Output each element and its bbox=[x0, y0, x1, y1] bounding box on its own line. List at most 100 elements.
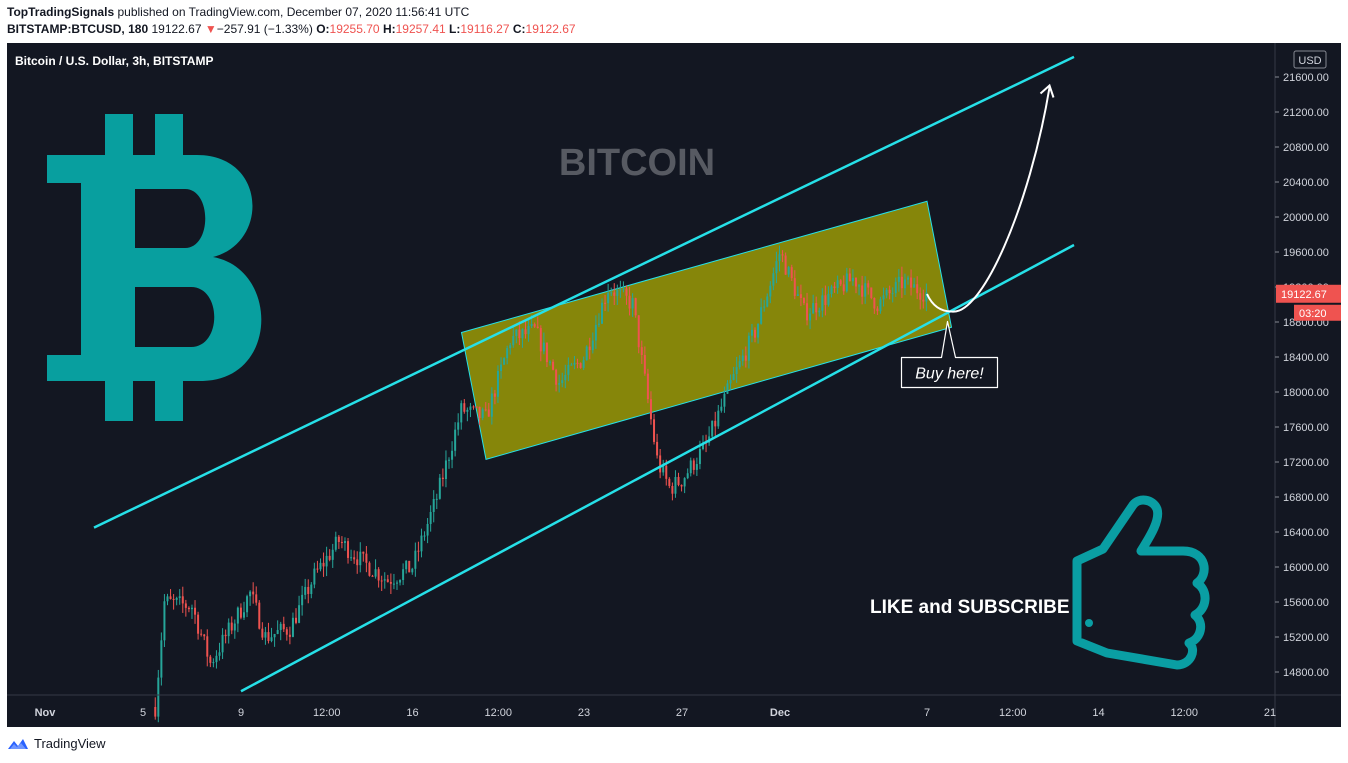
candle-body bbox=[784, 255, 787, 275]
candle-body bbox=[438, 477, 441, 499]
candle-body bbox=[377, 569, 380, 581]
callout-box[interactable] bbox=[900, 320, 999, 389]
x-tick-label: Dec bbox=[770, 707, 790, 719]
candle-body bbox=[224, 634, 227, 637]
candle-body bbox=[227, 622, 230, 637]
candle-body bbox=[876, 308, 879, 312]
candle-body bbox=[726, 383, 729, 394]
candle-body bbox=[157, 677, 160, 717]
candle-body bbox=[827, 293, 830, 305]
candle-body bbox=[160, 640, 163, 678]
chart-canvas[interactable]: BITCOIN Buy here! LIKE and SUBSCRIBE Bitc… bbox=[7, 43, 1341, 727]
candle-body bbox=[634, 298, 637, 316]
candle-body bbox=[414, 550, 417, 569]
candle-body bbox=[888, 289, 891, 294]
candle-body bbox=[854, 277, 857, 287]
candle-body bbox=[273, 633, 276, 638]
candle-body bbox=[184, 603, 187, 608]
candle-body bbox=[839, 280, 842, 285]
candle-body bbox=[365, 553, 368, 563]
candle-body bbox=[778, 254, 781, 262]
candle-body bbox=[175, 598, 178, 600]
candle-body bbox=[744, 355, 747, 361]
candle-body bbox=[374, 569, 377, 577]
candle-body bbox=[282, 623, 285, 630]
candle-body bbox=[512, 336, 515, 346]
candle-body bbox=[790, 267, 793, 279]
candle-body bbox=[242, 612, 245, 618]
candle-body bbox=[356, 559, 359, 566]
candle-body bbox=[763, 306, 766, 308]
candle-body bbox=[735, 367, 738, 375]
candle-body bbox=[454, 429, 457, 451]
candle-body bbox=[252, 591, 255, 595]
x-tick-label: 12:00 bbox=[999, 707, 1027, 719]
candle-body bbox=[548, 361, 551, 363]
candle-body bbox=[368, 562, 371, 576]
currency-button[interactable] bbox=[1293, 50, 1327, 69]
thumbs-up-icon[interactable] bbox=[1072, 495, 1210, 670]
consolidation-rectangle[interactable] bbox=[460, 200, 953, 461]
candle-body bbox=[781, 254, 784, 256]
candle-body bbox=[304, 586, 307, 595]
y-tick-label: 20000.00 bbox=[1283, 212, 1329, 224]
candle-body bbox=[539, 328, 542, 352]
candle-body bbox=[564, 374, 567, 381]
footer-brand[interactable]: TradingView bbox=[7, 736, 106, 751]
candle-body bbox=[233, 623, 236, 631]
candle-body bbox=[793, 278, 796, 296]
channel-upper-line[interactable] bbox=[93, 55, 1075, 529]
candle-body bbox=[610, 292, 613, 294]
candle-body bbox=[809, 313, 812, 321]
candle-body bbox=[429, 511, 432, 524]
candle-body bbox=[212, 662, 215, 664]
projection-arrow[interactable] bbox=[926, 87, 1051, 313]
channel-lower-line[interactable] bbox=[240, 243, 1075, 693]
footer-brand-label: TradingView bbox=[34, 736, 106, 751]
candle-body bbox=[907, 277, 910, 280]
candle-body bbox=[347, 541, 350, 558]
candle-body bbox=[873, 297, 876, 309]
x-tick-label: 5 bbox=[140, 707, 146, 719]
candle-body bbox=[258, 602, 261, 629]
candle-body bbox=[172, 598, 175, 600]
candle-body bbox=[389, 581, 392, 584]
candle-body bbox=[408, 560, 411, 573]
candle-body bbox=[441, 477, 444, 479]
symbol-label: BITSTAMP:BTCUSD, 180 bbox=[7, 22, 149, 36]
candle-body bbox=[570, 364, 573, 366]
candle-body bbox=[481, 409, 484, 418]
publisher-name[interactable]: TopTradingSignals bbox=[7, 5, 115, 19]
candle-body bbox=[166, 596, 169, 602]
x-tick-label: 23 bbox=[578, 707, 590, 719]
candle-body bbox=[457, 422, 460, 430]
projection-arrowhead bbox=[1039, 83, 1055, 98]
x-tick-label: 12:00 bbox=[484, 707, 512, 719]
candle-body bbox=[686, 473, 689, 479]
candle-body bbox=[301, 594, 304, 606]
candle-body bbox=[802, 298, 805, 304]
candle-body bbox=[750, 329, 753, 336]
candle-body bbox=[493, 393, 496, 397]
x-tick-label: 12:00 bbox=[313, 707, 341, 719]
candle-body bbox=[475, 406, 478, 408]
candle-body bbox=[754, 329, 757, 338]
candle-body bbox=[313, 568, 316, 585]
x-tick-label: Nov bbox=[35, 707, 57, 719]
candle-body bbox=[573, 362, 576, 365]
candle-body bbox=[714, 420, 717, 427]
chart-pane[interactable]: BITCOIN Buy here! LIKE and SUBSCRIBE Bitc… bbox=[7, 43, 1341, 727]
chart-header: TopTradingSignals published on TradingVi… bbox=[7, 4, 576, 38]
candle-body bbox=[533, 324, 536, 327]
candle-body bbox=[444, 460, 447, 479]
candle-body bbox=[386, 579, 389, 582]
candle-body bbox=[594, 324, 597, 341]
y-tick-label: 18000.00 bbox=[1283, 387, 1329, 399]
cta-text[interactable]: LIKE and SUBSCRIBE bbox=[870, 597, 1070, 618]
candle-body bbox=[325, 555, 328, 567]
x-tick-label: 27 bbox=[676, 707, 688, 719]
y-tick-label: 15600.00 bbox=[1283, 597, 1329, 609]
chart-legend[interactable]: Bitcoin / U.S. Dollar, 3h, BITSTAMP bbox=[15, 54, 213, 68]
candle-body bbox=[757, 323, 760, 338]
close-label: C: bbox=[512, 22, 526, 36]
